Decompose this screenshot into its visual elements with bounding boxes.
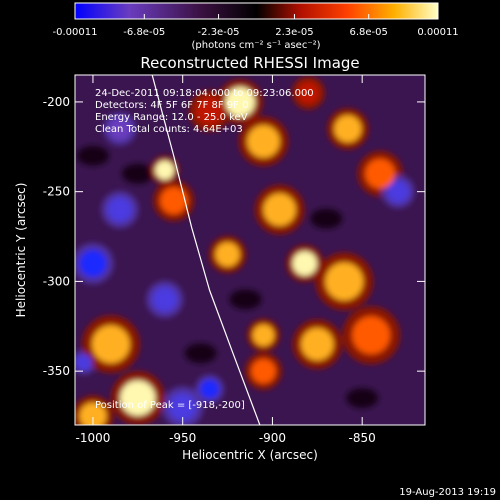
x-tick-label: -850 bbox=[349, 431, 376, 445]
dark-lane bbox=[184, 343, 217, 364]
negative-source bbox=[152, 287, 177, 312]
colorbar-unit-label: (photons cm⁻² s⁻¹ asec⁻²) bbox=[191, 40, 320, 51]
emission-source bbox=[92, 325, 130, 364]
dark-lane bbox=[76, 145, 109, 166]
emission-source bbox=[252, 324, 275, 347]
y-tick-label: -350 bbox=[43, 364, 70, 378]
annotation-time-range: 24-Dec-2011 09:18:04.000 to 09:23:06.000 bbox=[95, 88, 314, 99]
annotation-energy-range: Energy Range: 12.0 - 25.0 keV bbox=[95, 112, 248, 123]
negative-source bbox=[109, 118, 131, 140]
annotation-block: 24-Dec-2011 09:18:04.000 to 09:23:06.000… bbox=[95, 88, 314, 135]
y-tick-label: -200 bbox=[43, 95, 70, 109]
dark-lane bbox=[229, 289, 262, 310]
emission-source bbox=[160, 187, 188, 215]
dark-lane bbox=[310, 208, 343, 229]
y-axis-ticks: -200 -250 -300 -350 bbox=[43, 95, 425, 378]
emission-source bbox=[292, 251, 317, 276]
emission-source bbox=[325, 262, 364, 301]
emission-source bbox=[155, 160, 175, 180]
footer-timestamp: 19-Aug-2013 19:19 bbox=[399, 487, 496, 498]
x-tick-label: -1000 bbox=[76, 431, 111, 445]
emission-source bbox=[297, 82, 320, 104]
colorbar-tick-label: -6.8e-05 bbox=[123, 27, 165, 38]
colorbar-tick-label: -2.3e-05 bbox=[198, 27, 240, 38]
x-axis-ticks: -1000 -950 -900 -850 bbox=[76, 75, 376, 445]
negative-source bbox=[200, 379, 220, 399]
solar-limb-line bbox=[151, 75, 261, 425]
annotation-total-counts: Clean Total counts: 4.64E+03 bbox=[95, 124, 243, 135]
y-axis-label: Heliocentric Y (arcsec) bbox=[14, 183, 28, 318]
emission-source bbox=[225, 87, 255, 117]
colorbar-tick-label: 2.3e-05 bbox=[275, 27, 313, 38]
emission-source bbox=[301, 328, 334, 361]
y-tick-label: -300 bbox=[43, 274, 70, 288]
emission-source bbox=[251, 359, 276, 384]
negative-source bbox=[107, 197, 132, 222]
x-axis-label: Heliocentric X (arcsec) bbox=[182, 448, 318, 462]
negative-source bbox=[169, 393, 197, 421]
emission-source bbox=[196, 97, 224, 125]
x-tick-label: -950 bbox=[169, 431, 196, 445]
negative-source bbox=[79, 250, 107, 277]
chart-title: Reconstructed RHESSI Image bbox=[140, 54, 359, 72]
peak-position-label: Position of Peak = [-918,-200] bbox=[95, 400, 245, 411]
colorbar-ticks: -0.00011 -6.8e-05 -2.3e-05 2.3e-05 6.8e-05 0.… bbox=[53, 14, 459, 38]
emission-source bbox=[263, 193, 296, 226]
emission-source bbox=[352, 316, 390, 355]
colorbar-tick-label: -0.00011 bbox=[53, 27, 98, 38]
emission-source bbox=[334, 115, 362, 143]
heatmap-sources bbox=[75, 76, 415, 425]
emission-source bbox=[215, 242, 240, 267]
annotation-detectors: Detectors: 4F 5F 6F 7F 8F 9F 0 bbox=[95, 100, 248, 111]
emission-source bbox=[247, 125, 280, 158]
dark-lane bbox=[346, 388, 379, 409]
colorbar-tick-label: 0.00011 bbox=[417, 27, 458, 38]
emission-source bbox=[365, 158, 395, 189]
colorbar bbox=[74, 2, 439, 20]
dark-lane bbox=[121, 163, 154, 184]
x-tick-label: -900 bbox=[259, 431, 286, 445]
y-tick-label: -250 bbox=[43, 185, 70, 199]
colorbar-tick-label: 6.8e-05 bbox=[350, 27, 388, 38]
negative-source bbox=[387, 180, 409, 203]
plot-frame bbox=[74, 74, 426, 426]
emission-source bbox=[79, 402, 107, 425]
emission-source bbox=[120, 380, 156, 416]
negative-source bbox=[75, 354, 93, 371]
